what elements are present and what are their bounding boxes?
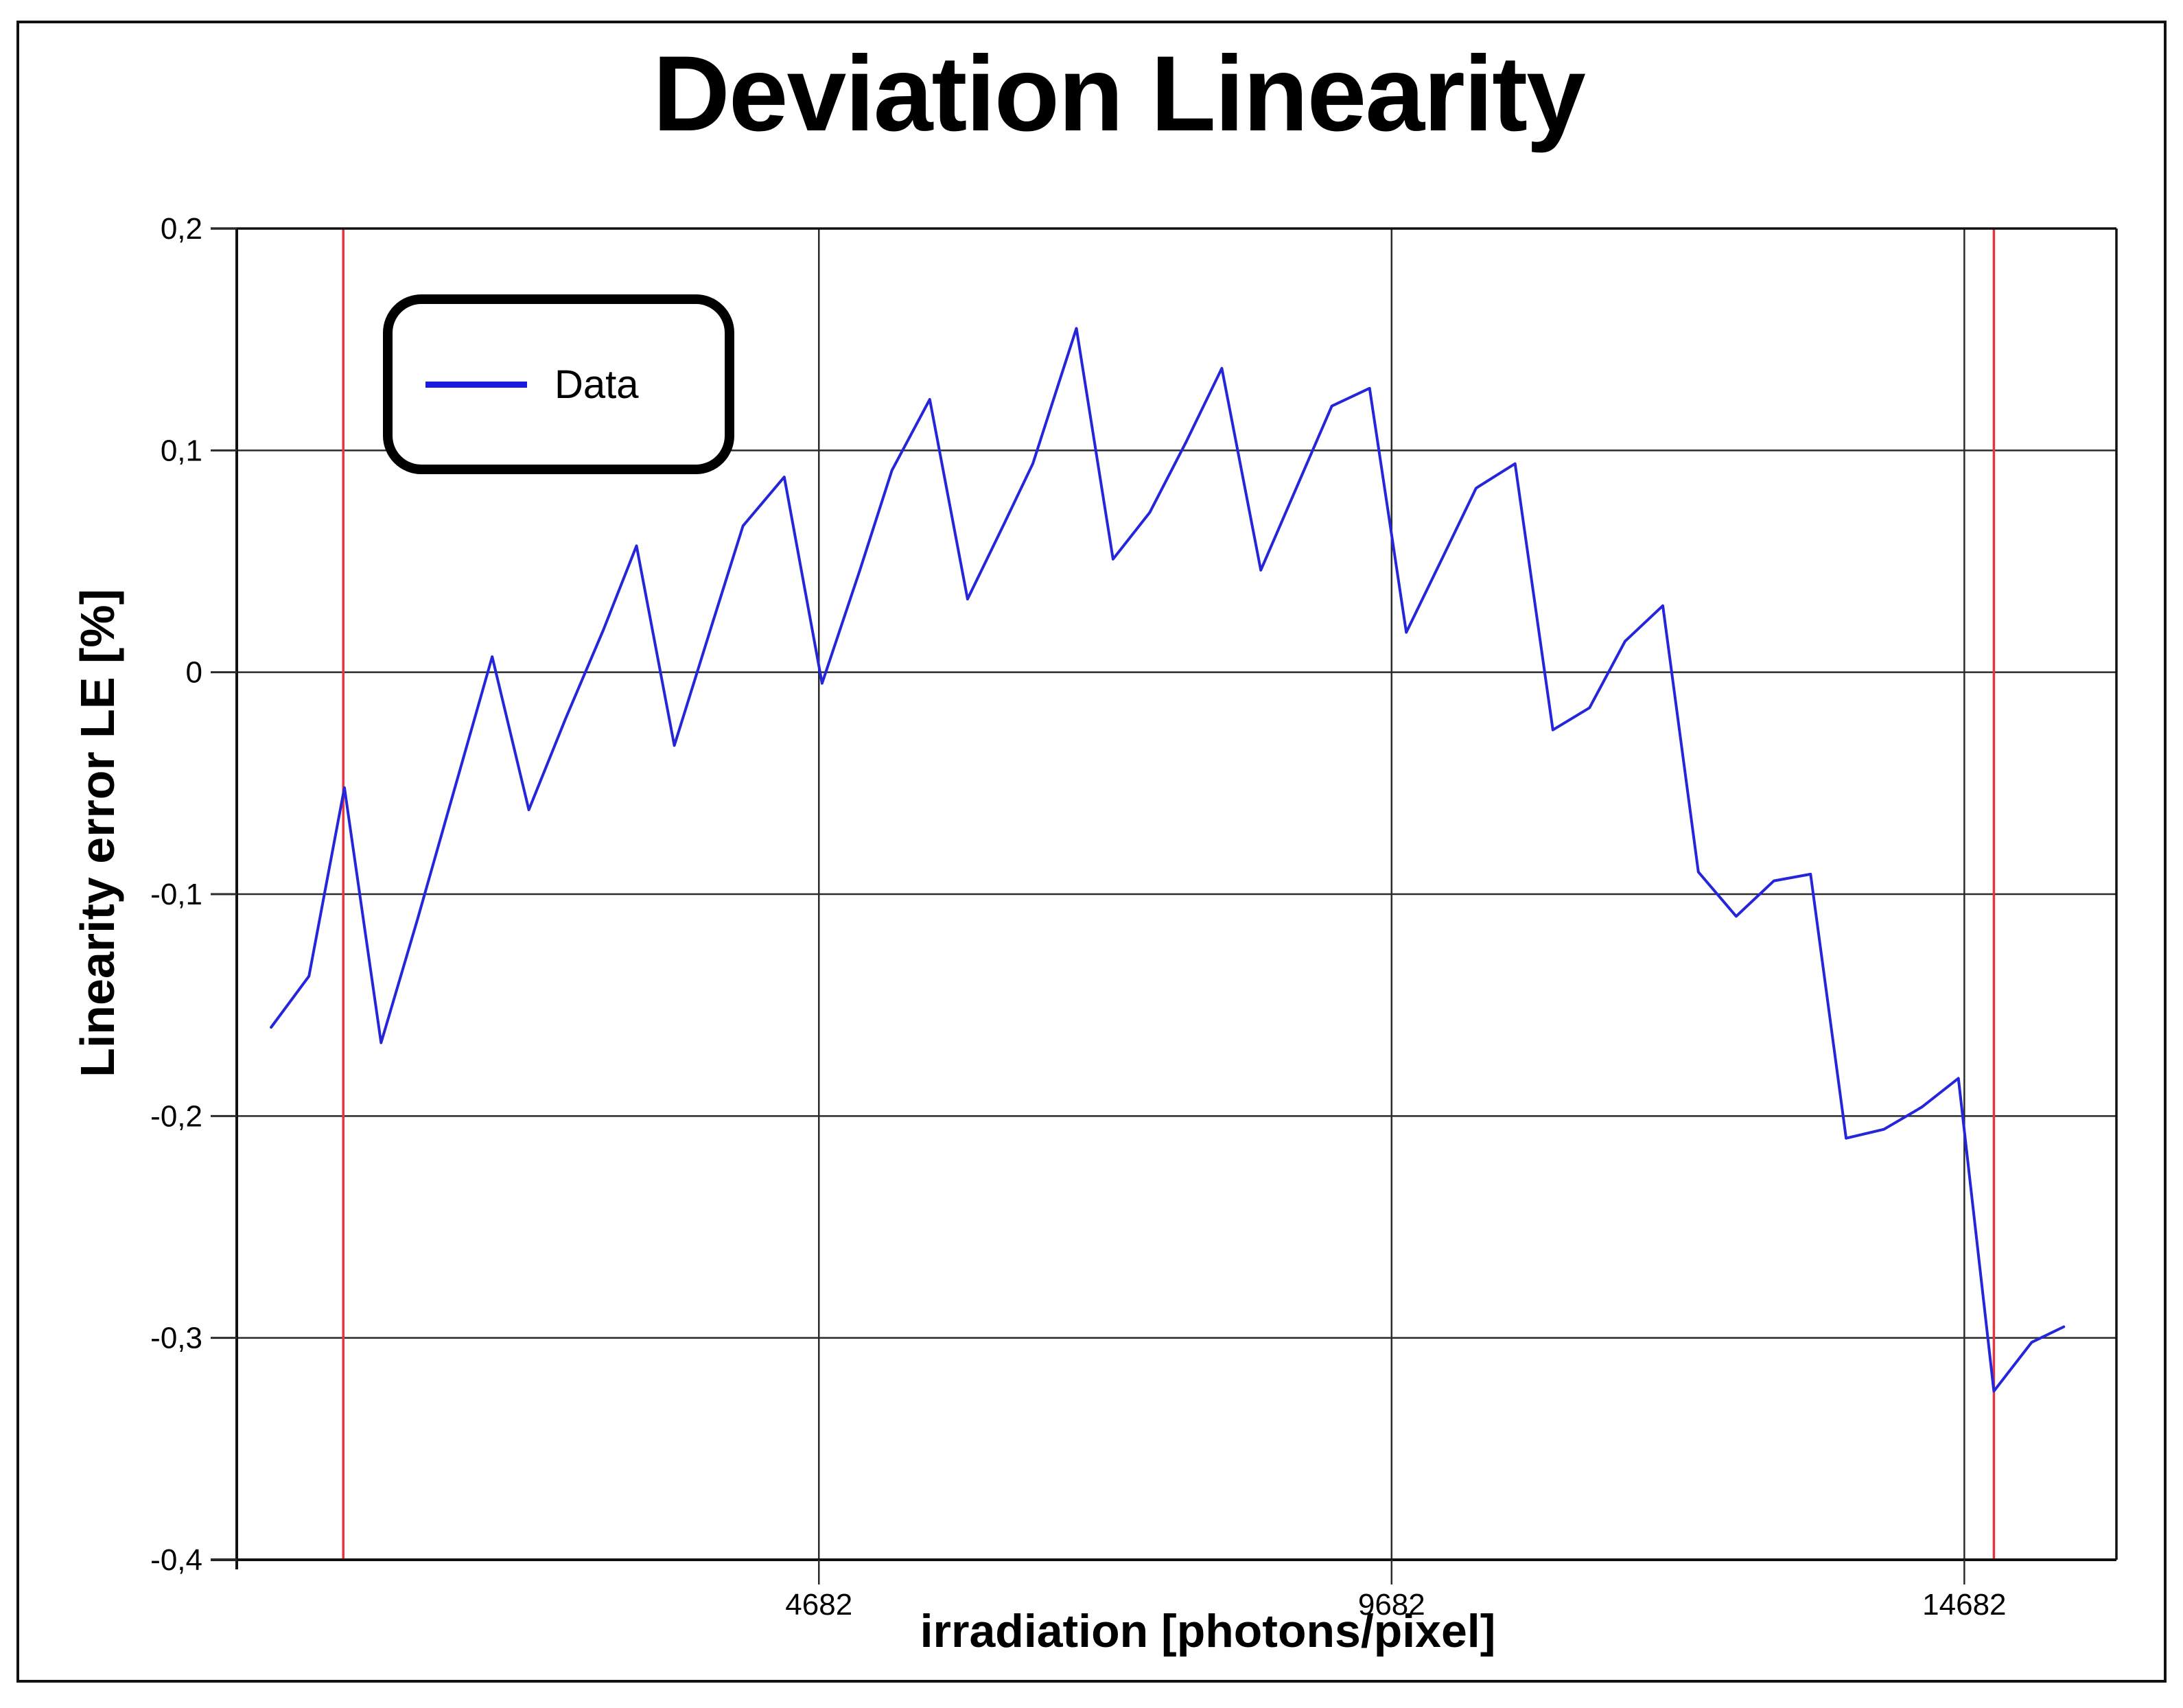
svg-text:4682: 4682 (785, 1588, 852, 1622)
svg-text:-0,1: -0,1 (150, 878, 202, 911)
svg-text:-0,2: -0,2 (150, 1099, 202, 1133)
data-line (270, 327, 2066, 1393)
svg-text:14682: 14682 (1922, 1588, 2006, 1622)
reference-lines (342, 229, 1996, 1560)
svg-text:-0,3: -0,3 (150, 1322, 202, 1355)
figure-border (16, 21, 2167, 1683)
tick-labels: 4682 9682 14682 0,2 0,1 0 -0,1 -0,2 -0,3 -0,4 (150, 212, 2006, 1622)
chart-title: Deviation Linearity (653, 34, 1586, 154)
axes (211, 227, 2118, 1569)
svg-text:0,2: 0,2 (161, 212, 202, 246)
svg-text:-0,4: -0,4 (150, 1543, 202, 1577)
svg-text:9682: 9682 (1358, 1588, 1425, 1622)
x-axis-label: irradiation [photons/pixel] (920, 1605, 1496, 1657)
tick-marks (211, 227, 1965, 1584)
svg-text:0: 0 (186, 656, 202, 690)
legend-label: Data (554, 362, 639, 407)
legend: Data (383, 294, 734, 474)
svg-text:0,1: 0,1 (161, 434, 202, 467)
gridlines (237, 229, 2116, 1560)
legend-line-sample (425, 381, 527, 388)
